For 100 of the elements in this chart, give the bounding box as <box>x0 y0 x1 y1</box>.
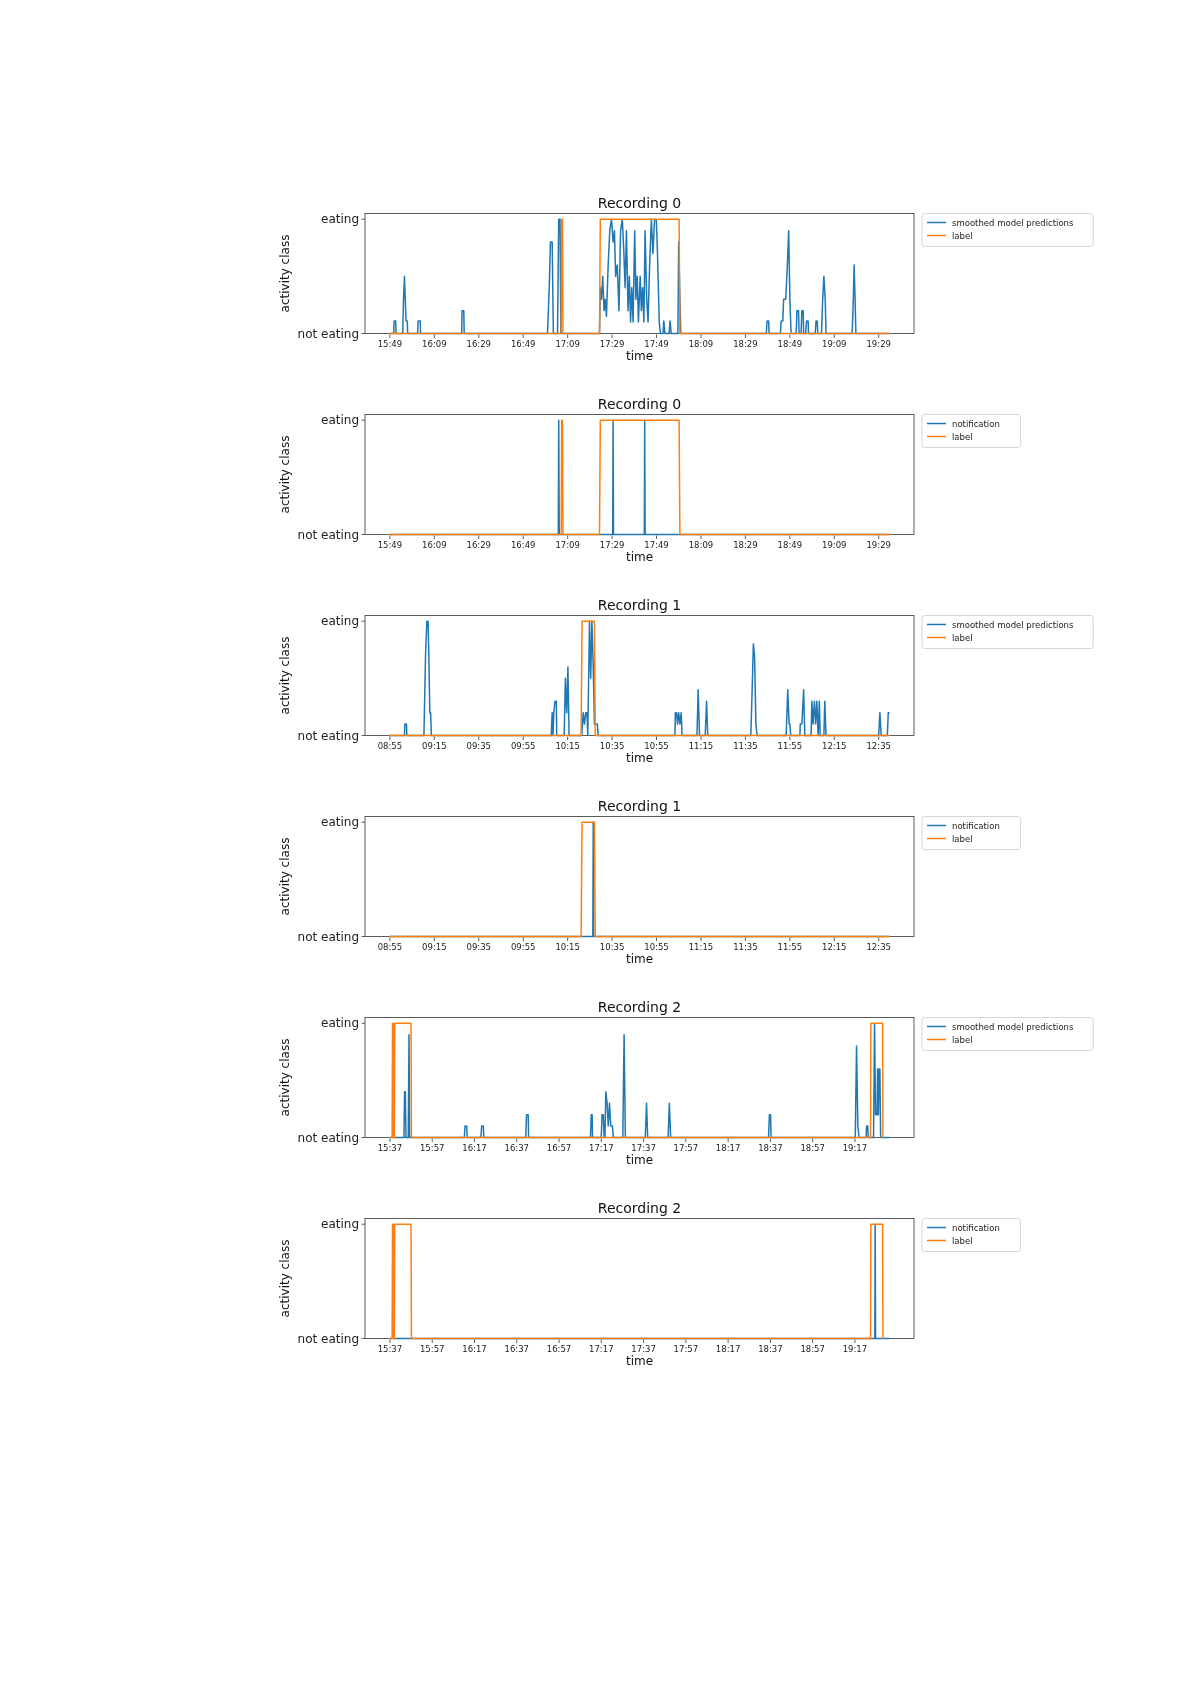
x-tick-label: 15:57 <box>419 1344 445 1354</box>
x-tick-label: 18:57 <box>800 1344 825 1354</box>
x-tick-label: 16:17 <box>462 1344 487 1354</box>
x-tick-label: 19:29 <box>866 540 891 550</box>
legend-label: smoothed model predictions <box>952 1021 1074 1032</box>
x-tick-label: 19:09 <box>822 540 847 550</box>
x-axis-title: time <box>625 550 654 564</box>
text: eating <box>321 212 359 227</box>
x-tick-label: 12:35 <box>866 942 891 952</box>
x-tick-label: 11:35 <box>733 942 758 952</box>
x-tick-label: 09:15 <box>422 942 447 952</box>
x-tick-label: 17:37 <box>631 1344 656 1354</box>
x-tick-label: 18:17 <box>715 1143 741 1153</box>
x-tick-label: 18:49 <box>777 339 803 349</box>
x-tick-label: 10:35 <box>599 741 625 751</box>
x-tick-label: 16:29 <box>466 540 492 550</box>
x-tick-label: 15:57 <box>419 1143 445 1153</box>
text: not eating <box>297 1331 359 1346</box>
x-tick-label: 18:09 <box>688 339 714 349</box>
x-tick-label: 18:29 <box>733 540 758 550</box>
x-tick-label: 12:15 <box>822 741 847 751</box>
legend-label: smoothed model predictions <box>952 217 1074 228</box>
x-tick-label: 12:35 <box>866 741 891 751</box>
text: eating <box>321 413 359 428</box>
x-tick-label: 17:29 <box>599 339 625 349</box>
x-tick-label: 19:09 <box>822 339 847 349</box>
x-tick-label: 17:09 <box>555 540 580 550</box>
x-tick-label: 18:37 <box>758 1344 783 1354</box>
x-tick-label: 11:15 <box>688 741 714 751</box>
x-tick-label: 10:15 <box>555 741 580 751</box>
text: not eating <box>297 1130 359 1145</box>
x-tick-label: 17:09 <box>555 339 580 349</box>
x-tick-label: 17:17 <box>589 1344 614 1354</box>
chart-title: Recording 2 <box>597 998 682 1015</box>
x-tick-label: 09:35 <box>466 942 492 952</box>
x-tick-label: 09:55 <box>510 942 536 952</box>
x-tick-label: 15:49 <box>377 540 403 550</box>
x-tick-label: 18:57 <box>800 1143 825 1153</box>
x-tick-label: 15:37 <box>377 1143 403 1153</box>
x-tick-label: 18:49 <box>777 540 803 550</box>
x-tick-label: 17:57 <box>673 1143 699 1153</box>
legend-label: notification <box>952 418 1000 429</box>
x-tick-label: 17:49 <box>644 540 669 550</box>
chart-title: Recording 0 <box>597 194 682 211</box>
x-tick-label: 18:17 <box>715 1344 741 1354</box>
legend-label: smoothed model predictions <box>952 619 1074 630</box>
x-tick-label: 11:55 <box>777 741 803 751</box>
x-tick-label: 16:37 <box>504 1143 530 1153</box>
x-tick-label: 18:29 <box>733 339 758 349</box>
text: eating <box>321 614 359 629</box>
x-tick-label: 11:15 <box>688 942 714 952</box>
chart-title: Recording 1 <box>597 797 682 814</box>
x-tick-label: 11:55 <box>777 942 803 952</box>
legend-label: label <box>952 632 973 643</box>
text: not eating <box>297 728 359 743</box>
x-tick-label: 10:15 <box>555 942 580 952</box>
x-tick-label: 09:55 <box>510 741 536 751</box>
x-tick-label: 18:37 <box>758 1143 783 1153</box>
y-axis-title: activity class <box>278 1239 292 1318</box>
chart-title: Recording 1 <box>597 596 682 613</box>
x-axis-title: time <box>625 349 654 363</box>
x-tick-label: 09:35 <box>466 741 492 751</box>
text: eating <box>321 1217 359 1232</box>
x-tick-label: 17:17 <box>589 1143 614 1153</box>
text: not eating <box>297 929 359 944</box>
legend-label: label <box>952 1235 973 1246</box>
legend-label: notification <box>952 1222 1000 1233</box>
x-tick-label: 10:35 <box>599 942 625 952</box>
chart-title: Recording 2 <box>597 1199 682 1216</box>
x-tick-label: 19:17 <box>842 1344 868 1354</box>
x-tick-label: 16:57 <box>546 1143 572 1153</box>
text: not eating <box>297 527 359 542</box>
chart-title: Recording 0 <box>597 395 682 412</box>
text: not eating <box>297 326 359 341</box>
x-tick-label: 16:49 <box>510 339 536 349</box>
y-axis-title: activity class <box>278 234 292 313</box>
x-tick-label: 17:29 <box>599 540 625 550</box>
y-axis-title: activity class <box>278 435 292 514</box>
x-tick-label: 16:09 <box>422 540 447 550</box>
y-axis-title: activity class <box>278 1038 292 1117</box>
x-tick-label: 19:29 <box>866 339 891 349</box>
x-axis-title: time <box>625 1153 654 1167</box>
legend-label: label <box>952 431 973 442</box>
x-axis-title: time <box>625 1354 654 1368</box>
x-tick-label: 12:15 <box>822 942 847 952</box>
text: eating <box>321 1016 359 1031</box>
x-tick-label: 16:17 <box>462 1143 487 1153</box>
y-axis-title: activity class <box>278 837 292 916</box>
x-tick-label: 16:29 <box>466 339 492 349</box>
x-tick-label: 18:09 <box>688 540 714 550</box>
x-tick-label: 15:49 <box>377 339 403 349</box>
x-tick-label: 16:37 <box>504 1344 530 1354</box>
legend-label: label <box>952 833 973 844</box>
legend-label: label <box>952 230 973 241</box>
text: eating <box>321 815 359 830</box>
x-tick-label: 08:55 <box>377 741 403 751</box>
y-axis-title: activity class <box>278 636 292 715</box>
x-axis-title: time <box>625 952 654 966</box>
x-tick-label: 16:57 <box>546 1344 572 1354</box>
x-tick-label: 08:55 <box>377 942 403 952</box>
